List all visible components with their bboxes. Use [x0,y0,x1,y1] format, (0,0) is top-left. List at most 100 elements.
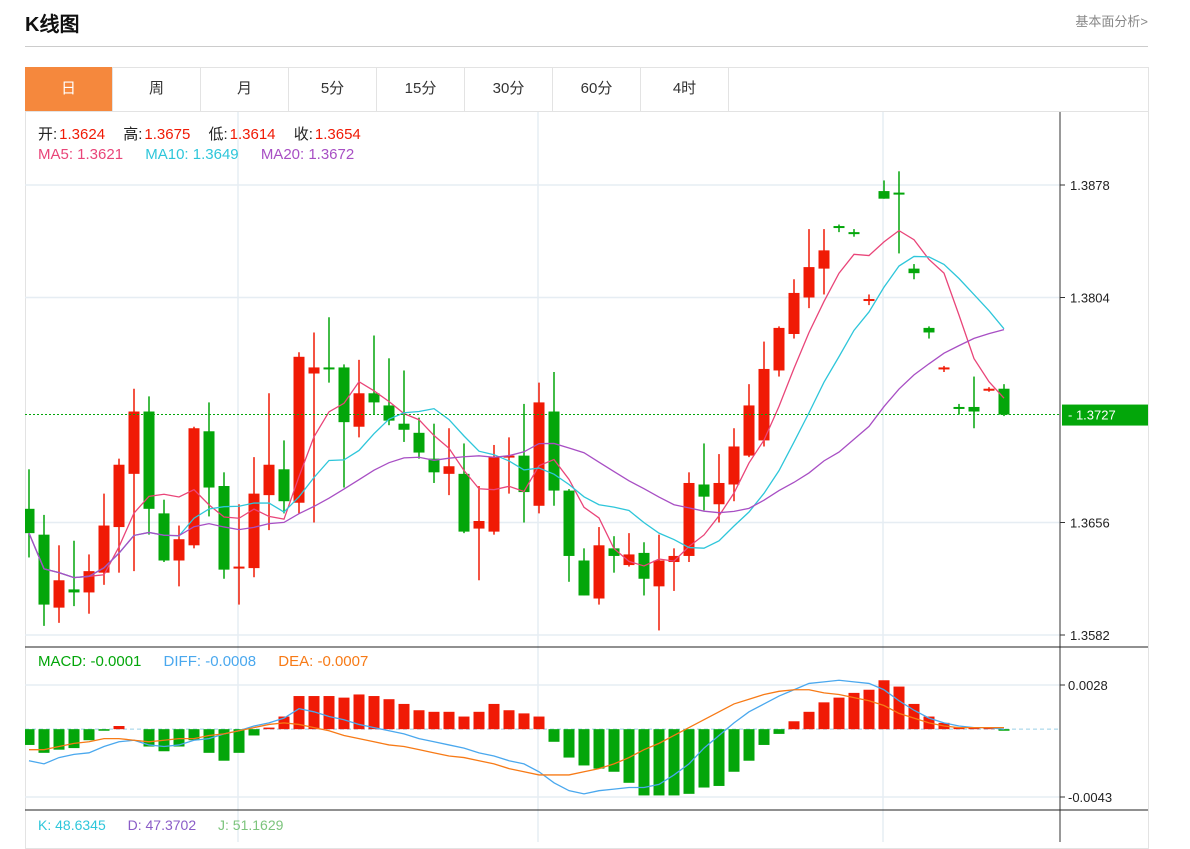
ma20-value: MA20: 1.3672 [260,146,355,163]
tab-day[interactable]: 日 [25,67,113,111]
macd-bar [908,703,920,730]
candle-up [83,571,95,593]
macd-bar [338,697,350,730]
candle-down [563,490,575,556]
candle-down [878,191,890,199]
macd-bar [863,689,875,730]
macd-bar [443,711,455,730]
macd-bar [293,696,305,730]
d-value: D: 47.3702 [127,817,197,833]
macd-bar [323,696,335,730]
candle-down [218,486,230,570]
tab-month[interactable]: 月 [201,67,289,111]
low-label: 低: [208,126,228,143]
candle-up [188,428,200,546]
current-price-badge [1062,404,1148,426]
kline-chart[interactable]: 1.3878 1.3804 1.3656 1.3582 0.0028 -0.0043 - 1… [25,112,1148,842]
macd-bar [788,721,800,730]
candle-up [728,446,740,485]
price-tick-label: 1.3878 [1070,178,1110,193]
candle-down [413,432,425,453]
macd-bar [458,716,470,730]
ma20-line [28,328,1005,579]
macd-bar [143,729,155,747]
candle-down [158,513,170,561]
macd-bar [758,729,770,745]
macd-bar [233,729,245,753]
macd-bar [428,711,440,730]
macd-bar [263,727,275,730]
macd-bar [248,729,260,736]
macd-legend: MACD: -0.0001 DIFF: -0.0008 DEA: -0.0007 [38,653,370,670]
ma-legend: MA5: 1.3621 MA10: 1.3649 MA20: 1.3672 [38,146,356,163]
candle-down [833,226,845,229]
macd-bar [848,692,860,730]
candle-up [113,464,125,528]
macd-bar [743,729,755,761]
macd-bar [968,727,980,730]
ma5-line [28,229,1005,579]
dea-line [29,689,1004,776]
candle-up [488,457,500,532]
open-label: 开: [38,126,58,143]
tab-week[interactable]: 周 [113,67,201,111]
macd-bar [353,694,365,730]
candle-up [593,545,605,599]
price-tick-label: 1.3656 [1070,516,1110,531]
candle-down [368,393,380,403]
candle-up [173,539,185,561]
macd-bar [773,729,785,734]
macd-bar [53,729,65,750]
macd-bar [818,702,830,730]
candle-up [248,493,260,569]
candle-down [953,406,965,409]
candle-down [518,455,530,493]
macd-tick-label: 0.0028 [1068,678,1108,693]
candle-down [323,367,335,370]
candle-down [68,589,80,593]
candle-up [743,405,755,456]
macd-bar [548,729,560,742]
tab-30min[interactable]: 30分 [465,67,553,111]
candle-up [668,555,680,563]
macd-bar [383,699,395,730]
tab-15min[interactable]: 15分 [377,67,465,111]
candle-up [308,367,320,374]
tab-4hour[interactable]: 4时 [641,67,729,111]
macd-bar [398,703,410,730]
candle-up [863,299,875,302]
tab-60min[interactable]: 60分 [553,67,641,111]
candle-down [848,232,860,235]
macd-bar [668,729,680,796]
candle-down [25,508,35,534]
macd-bar [488,703,500,730]
macd-value: MACD: -0.0001 [38,653,142,670]
open-value: 1.3624 [59,126,106,143]
macd-bar [713,729,725,786]
price-tick-label: 1.3582 [1070,628,1110,643]
tab-5min[interactable]: 5分 [289,67,377,111]
candle-up [443,466,455,474]
kdj-legend: K: 48.6345 D: 47.3702 J: 51.1629 [38,817,285,833]
fundamental-analysis-link[interactable]: 基本面分析> [1075,14,1148,29]
candle-up [773,327,785,371]
candle-down [998,388,1010,415]
page-title: K线图 [25,14,80,36]
candle-up [788,292,800,334]
candle-up [938,367,950,370]
candle-down [578,560,590,596]
candle-up [533,402,545,506]
ohlc-legend: 开: 1.3624 高: 1.3675 低: 1.3614 收: 1.3654 [38,123,363,144]
low-value: 1.3614 [229,126,276,143]
dea-value: DEA: -0.0007 [278,653,369,670]
macd-bar [638,729,650,796]
macd-bar [473,711,485,730]
candle-down [893,192,905,195]
candle-up [293,356,305,503]
macd-bar [98,729,110,731]
candle-up [803,267,815,298]
candle-down [458,473,470,532]
candle-up [233,566,245,569]
candle-down [548,411,560,491]
macd-bar [38,729,50,753]
